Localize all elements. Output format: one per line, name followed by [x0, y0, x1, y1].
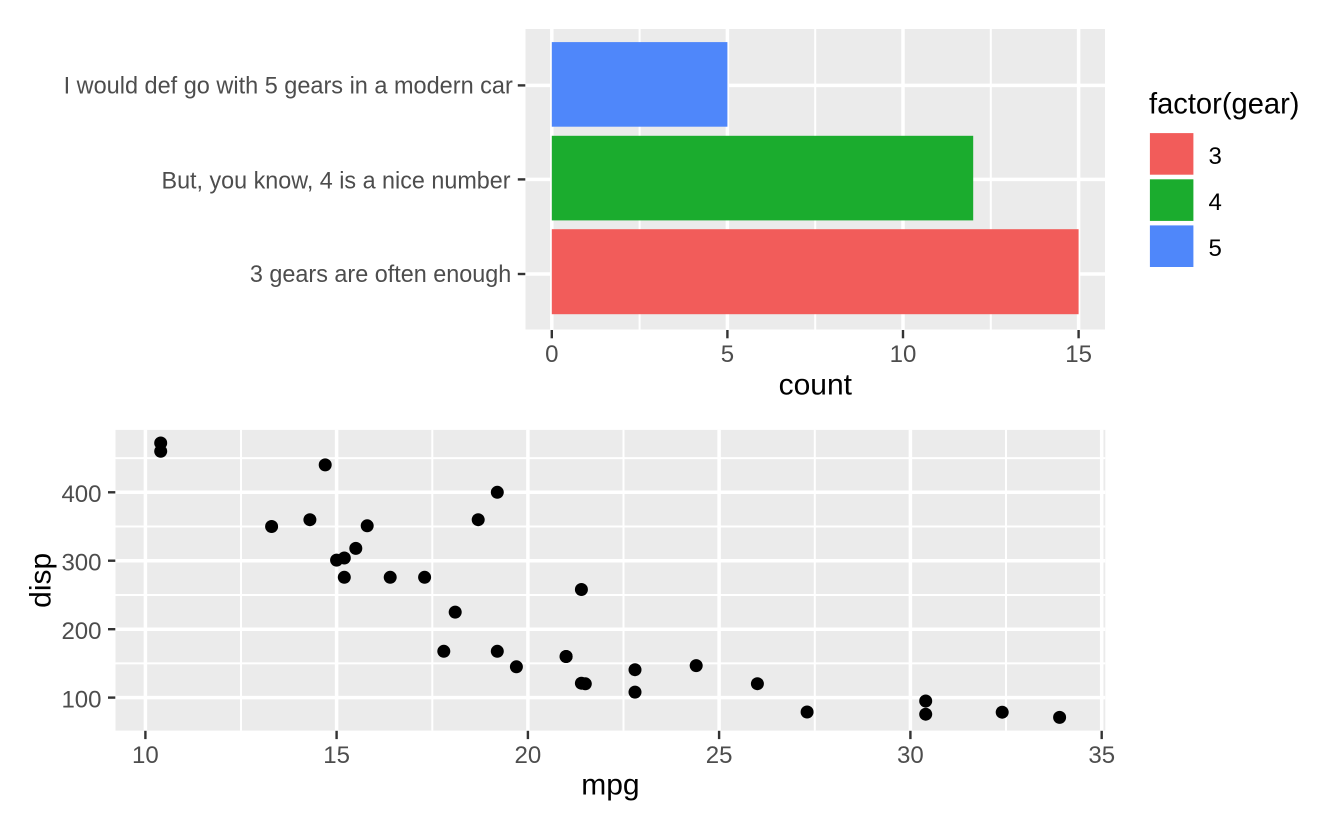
svg-text:factor(gear): factor(gear): [1149, 88, 1300, 121]
svg-text:0: 0: [545, 341, 558, 368]
svg-text:3: 3: [1209, 143, 1222, 170]
svg-text:5: 5: [1209, 235, 1222, 262]
svg-text:400: 400: [61, 481, 101, 508]
svg-text:But, you know, 4 is a nice num: But, you know, 4 is a nice number: [162, 168, 511, 195]
svg-text:100: 100: [61, 687, 101, 714]
svg-text:200: 200: [61, 618, 101, 645]
svg-text:disp: disp: [24, 553, 57, 608]
svg-text:mpg: mpg: [581, 769, 639, 802]
svg-text:3 gears are often enough: 3 gears are often enough: [250, 261, 511, 288]
svg-text:35: 35: [1088, 742, 1115, 769]
svg-text:10: 10: [132, 742, 159, 769]
svg-text:count: count: [779, 369, 853, 402]
svg-text:5: 5: [721, 341, 734, 368]
svg-text:10: 10: [890, 341, 917, 368]
svg-text:300: 300: [61, 550, 101, 577]
svg-text:20: 20: [515, 742, 542, 769]
svg-text:30: 30: [897, 742, 924, 769]
svg-text:4: 4: [1209, 189, 1222, 216]
svg-text:25: 25: [706, 742, 733, 769]
svg-text:15: 15: [1065, 341, 1092, 368]
svg-text:I would def go with 5 gears in: I would def go with 5 gears in a modern …: [64, 73, 513, 100]
svg-text:15: 15: [323, 742, 350, 769]
